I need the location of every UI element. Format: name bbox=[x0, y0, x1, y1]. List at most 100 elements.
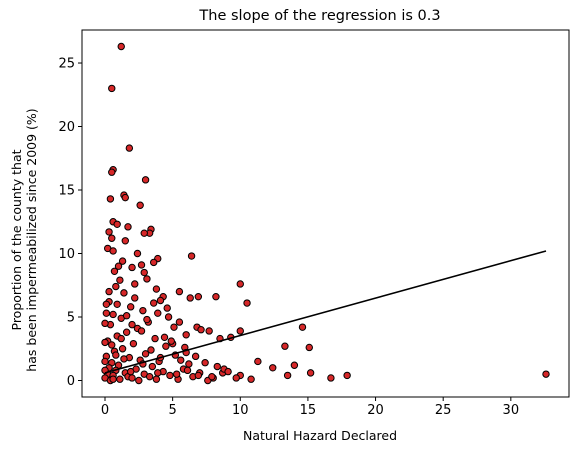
data-point bbox=[201, 359, 209, 367]
data-point bbox=[109, 375, 117, 383]
data-point bbox=[177, 356, 185, 364]
data-point bbox=[194, 371, 203, 380]
y-axis-label-line-1: Proportion of the county that bbox=[9, 149, 24, 330]
data-point bbox=[283, 371, 292, 380]
data-point bbox=[106, 195, 115, 203]
data-point bbox=[101, 319, 109, 328]
y-tick-label: 5 bbox=[67, 310, 75, 325]
data-point bbox=[152, 375, 161, 383]
data-point bbox=[140, 268, 148, 277]
x-axis-ticks: 0 5 10 15 20 25 30 bbox=[101, 397, 519, 418]
data-point bbox=[105, 287, 113, 296]
data-point bbox=[167, 337, 175, 345]
data-point bbox=[112, 351, 120, 359]
data-point bbox=[175, 287, 184, 296]
data-point bbox=[281, 342, 289, 350]
data-point bbox=[150, 258, 158, 267]
data-point bbox=[254, 357, 262, 366]
data-point bbox=[197, 326, 205, 334]
data-point bbox=[160, 333, 169, 342]
data-point bbox=[121, 193, 129, 202]
y-tick-label: 20 bbox=[58, 120, 75, 135]
data-point bbox=[108, 84, 116, 93]
data-point bbox=[101, 338, 109, 347]
data-point bbox=[108, 168, 116, 176]
data-point bbox=[151, 334, 159, 343]
y-tick-label: 0 bbox=[67, 374, 75, 389]
y-axis-ticks: 0 5 10 15 20 25 bbox=[58, 57, 82, 389]
data-point bbox=[213, 362, 221, 371]
data-point bbox=[120, 355, 128, 363]
regression-line bbox=[104, 250, 547, 374]
data-point bbox=[247, 375, 255, 383]
data-point bbox=[205, 327, 213, 335]
data-point bbox=[175, 318, 184, 326]
data-point bbox=[156, 296, 165, 305]
data-point bbox=[305, 343, 313, 352]
data-point bbox=[118, 345, 127, 353]
y-axis-label-line-2: has been impermeabilized since 2009 (%) bbox=[24, 108, 39, 371]
data-point bbox=[110, 267, 119, 275]
data-point bbox=[143, 315, 151, 324]
data-point bbox=[208, 372, 216, 381]
data-point bbox=[102, 300, 111, 308]
chart-title: The slope of the regression is 0.3 bbox=[198, 8, 440, 24]
data-point bbox=[128, 374, 136, 382]
data-point bbox=[137, 261, 146, 269]
x-tick-label: 30 bbox=[503, 403, 520, 418]
data-point bbox=[112, 282, 120, 291]
data-point bbox=[113, 300, 121, 308]
data-point bbox=[133, 249, 142, 258]
data-point bbox=[141, 176, 150, 184]
data-point bbox=[120, 289, 128, 297]
data-point bbox=[147, 346, 155, 354]
data-point bbox=[164, 313, 173, 321]
x-tick-label: 15 bbox=[300, 403, 317, 418]
data-point bbox=[212, 292, 220, 301]
data-point bbox=[143, 275, 151, 283]
data-point bbox=[108, 341, 116, 349]
data-point bbox=[186, 294, 194, 302]
data-point bbox=[154, 369, 162, 377]
y-tick-label: 25 bbox=[58, 57, 75, 72]
data-point bbox=[131, 294, 139, 302]
x-tick-label: 25 bbox=[435, 403, 452, 418]
plot-frame bbox=[81, 29, 570, 398]
data-point bbox=[135, 376, 143, 385]
data-point bbox=[128, 263, 136, 272]
data-point bbox=[194, 292, 203, 301]
data-point bbox=[124, 223, 132, 231]
data-point bbox=[290, 361, 299, 369]
data-point bbox=[121, 237, 129, 245]
data-point bbox=[232, 374, 240, 382]
data-point bbox=[122, 312, 131, 320]
data-point bbox=[136, 201, 144, 209]
data-point bbox=[105, 228, 113, 236]
x-tick-label: 20 bbox=[367, 403, 384, 418]
data-point bbox=[129, 339, 138, 348]
data-point bbox=[116, 375, 124, 383]
y-tick-label: 15 bbox=[58, 184, 75, 199]
data-point bbox=[131, 280, 139, 288]
data-point bbox=[185, 360, 193, 368]
data-point bbox=[236, 327, 244, 335]
data-point bbox=[114, 262, 123, 270]
data-point bbox=[163, 304, 171, 312]
data-point bbox=[148, 362, 157, 371]
y-tick-label: 10 bbox=[58, 247, 75, 262]
data-point bbox=[187, 252, 196, 260]
x-tick-label: 10 bbox=[232, 403, 249, 418]
data-point bbox=[183, 366, 192, 375]
x-axis-label: Natural Hazard Declared bbox=[243, 428, 397, 443]
data-point bbox=[269, 364, 277, 372]
data-point bbox=[117, 334, 125, 343]
data-point bbox=[116, 276, 124, 284]
data-point bbox=[166, 371, 174, 380]
data-point bbox=[140, 229, 148, 237]
data-point bbox=[109, 247, 117, 255]
x-tick-label: 0 bbox=[101, 403, 109, 418]
data-point bbox=[128, 320, 136, 329]
data-point bbox=[327, 374, 335, 382]
data-point bbox=[191, 352, 200, 361]
